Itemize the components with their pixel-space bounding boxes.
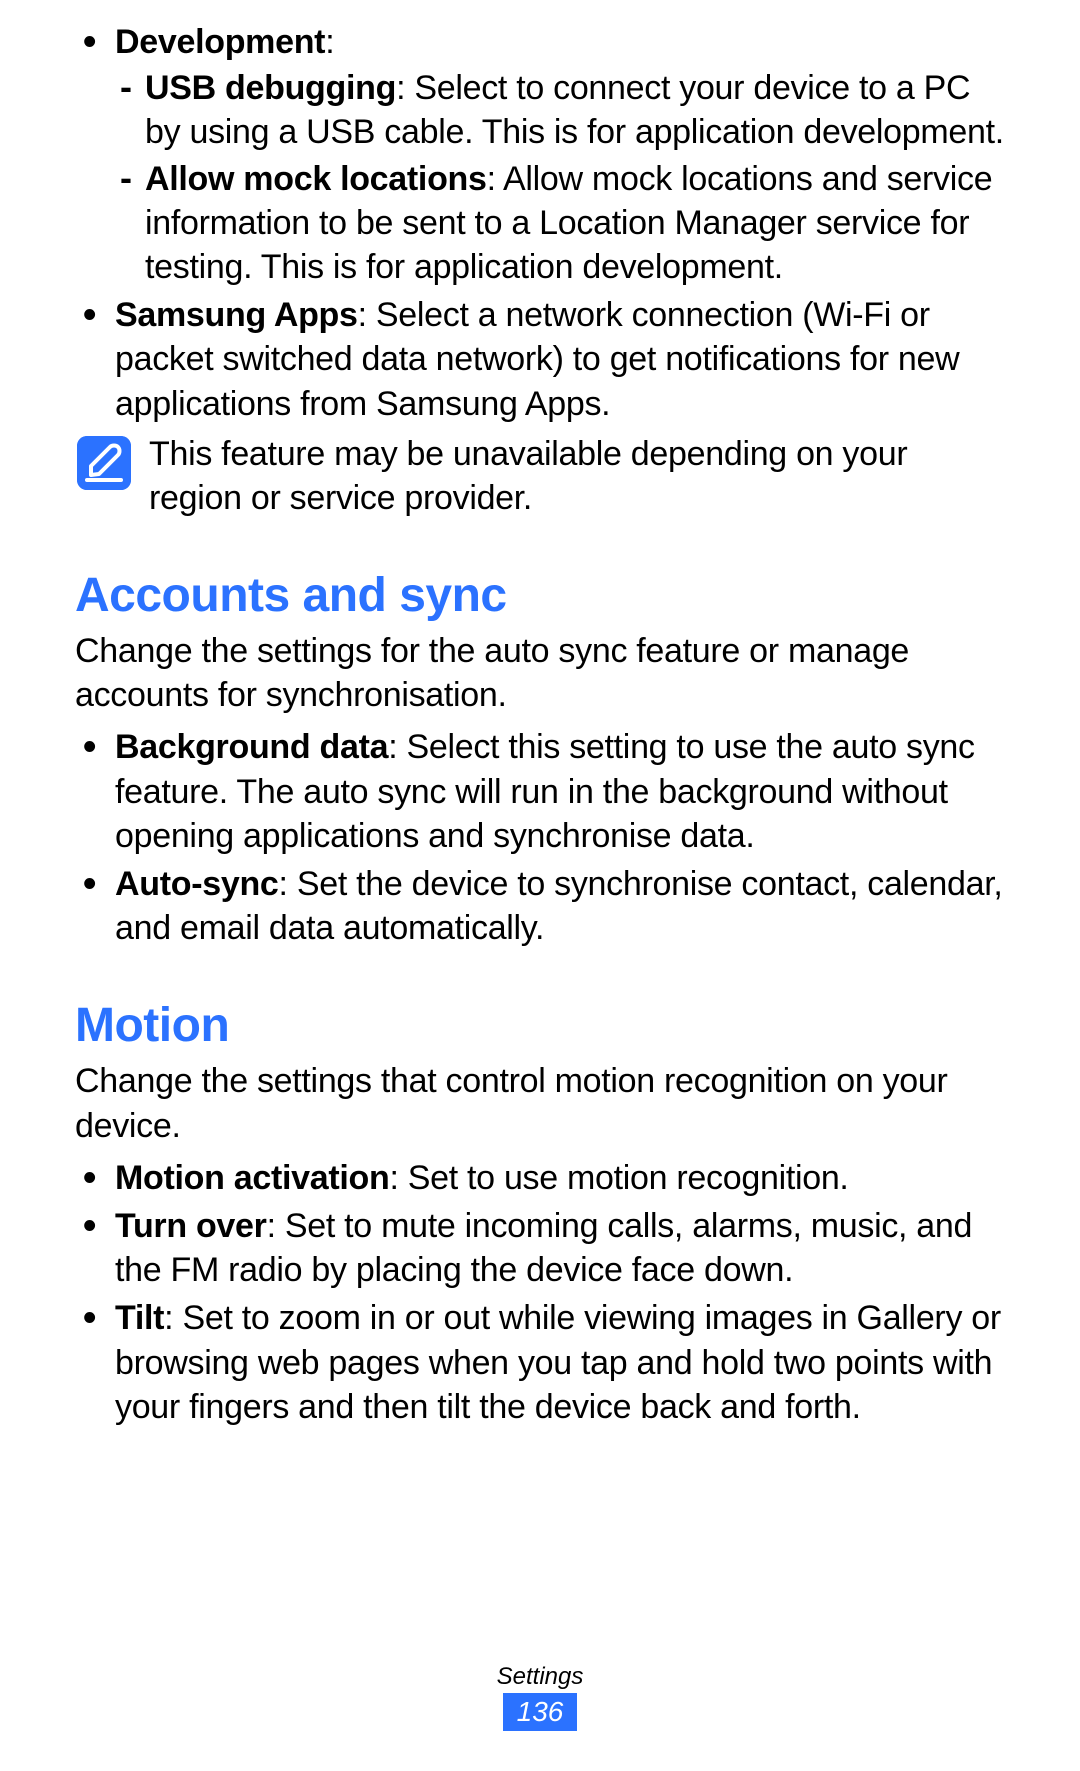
item-label: Tilt (115, 1299, 164, 1337)
document-page: Development: USB debugging: Select to co… (0, 0, 1080, 1771)
item-text: : Set to use motion recognition. (389, 1159, 848, 1197)
list-item: USB debugging: Select to connect your de… (115, 66, 1005, 154)
item-text: : Set to zoom in or out while viewing im… (115, 1299, 1001, 1425)
item-label: Allow mock locations (145, 160, 487, 198)
item-label: USB debugging (145, 69, 396, 107)
note-callout: This feature may be unavailable dependin… (75, 432, 1005, 520)
note-text: This feature may be unavailable dependin… (149, 432, 1005, 520)
list-item: Allow mock locations: Allow mock locatio… (115, 157, 1005, 290)
page-footer: Settings 136 (0, 1663, 1080, 1731)
item-label: Turn over (115, 1207, 267, 1245)
section-intro: Change the settings that control motion … (75, 1059, 1005, 1147)
footer-section-label: Settings (0, 1663, 1080, 1691)
item-label: Development (115, 23, 325, 61)
section-intro: Change the settings for the auto sync fe… (75, 629, 1005, 717)
accounts-section-body: Background data: Select this setting to … (75, 725, 1005, 950)
accounts-bullet-list: Background data: Select this setting to … (75, 725, 1005, 950)
item-label: Motion activation (115, 1159, 389, 1197)
list-item: Samsung Apps: Select a network connectio… (75, 293, 1005, 426)
item-label: Samsung Apps (115, 296, 358, 334)
list-item: Development: USB debugging: Select to co… (75, 20, 1005, 289)
note-icon (77, 436, 131, 490)
list-item: Background data: Select this setting to … (75, 725, 1005, 858)
list-item: Auto-sync: Set the device to synchronise… (75, 862, 1005, 950)
top-section: Development: USB debugging: Select to co… (75, 20, 1005, 520)
top-bullet-list: Development: USB debugging: Select to co… (75, 20, 1005, 426)
item-label: Background data (115, 728, 388, 766)
list-item: Motion activation: Set to use motion rec… (75, 1156, 1005, 1200)
list-item: Turn over: Set to mute incoming calls, a… (75, 1204, 1005, 1292)
section-heading-motion: Motion (75, 998, 1005, 1053)
motion-bullet-list: Motion activation: Set to use motion rec… (75, 1156, 1005, 1429)
item-label: Auto-sync (115, 865, 279, 903)
section-heading-accounts: Accounts and sync (75, 568, 1005, 623)
sub-list: USB debugging: Select to connect your de… (115, 66, 1005, 289)
page-number: 136 (503, 1693, 578, 1731)
motion-section-body: Motion activation: Set to use motion rec… (75, 1156, 1005, 1429)
list-item: Tilt: Set to zoom in or out while viewin… (75, 1296, 1005, 1429)
